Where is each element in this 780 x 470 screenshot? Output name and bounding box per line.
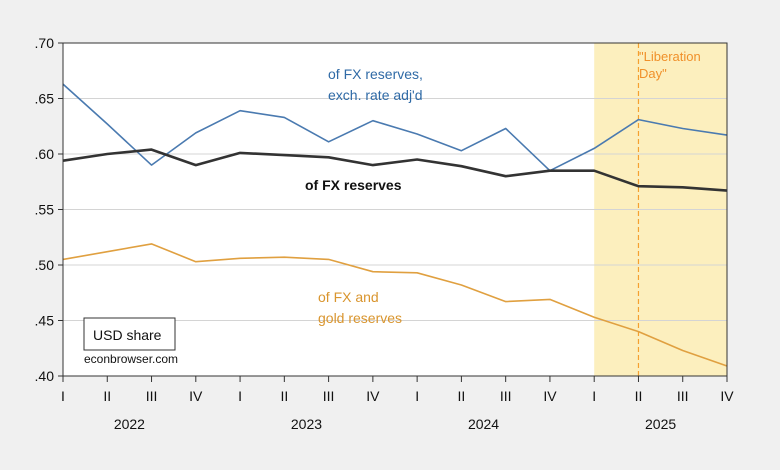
event-label-1: "Liberation	[639, 49, 701, 64]
x-tick-label: III	[500, 388, 512, 404]
y-tick-label: .65	[35, 91, 55, 107]
x-tick-label: I	[592, 388, 596, 404]
legend-text: USD share	[93, 327, 162, 343]
year-label: 2024	[468, 416, 499, 432]
x-tick-label: III	[677, 388, 689, 404]
legend-box	[83, 317, 176, 351]
blue-series-label-1: of FX reserves,	[328, 66, 423, 82]
black-series-label: of FX reserves	[305, 177, 402, 193]
x-tick-label: IV	[720, 388, 734, 404]
x-tick-label: II	[635, 388, 643, 404]
y-tick-label: .70	[35, 35, 55, 51]
y-tick-label: .60	[35, 146, 55, 162]
x-tick-label: III	[146, 388, 158, 404]
x-tick-label: II	[103, 388, 111, 404]
x-tick-label: IV	[543, 388, 557, 404]
orange-series-label-1: of FX and	[318, 289, 379, 305]
series-line-3	[62, 243, 728, 367]
year-label: 2022	[114, 416, 145, 432]
x-tick-label: III	[323, 388, 335, 404]
x-tick-label: II	[280, 388, 288, 404]
x-tick-label: I	[238, 388, 242, 404]
x-tick-label: I	[61, 388, 65, 404]
orange-series-label-2: gold reserves	[318, 310, 402, 326]
series-line-1	[62, 83, 728, 172]
year-label: 2025	[645, 416, 676, 432]
x-tick-label: IV	[366, 388, 380, 404]
y-tick-label: .40	[35, 368, 55, 384]
y-tick-label: .50	[35, 257, 55, 273]
series-lines	[62, 83, 728, 367]
y-tick-label: .55	[35, 202, 55, 218]
y-tick-label: .45	[35, 313, 55, 329]
blue-series-label-2: exch. rate adj'd	[328, 87, 423, 103]
source-text: econbrowser.com	[84, 352, 178, 366]
year-label: 2023	[291, 416, 322, 432]
series-line-2	[62, 148, 728, 192]
x-axis: I II III IV I II III IV I II III IV I II III IV	[61, 376, 734, 404]
year-labels: 2022 2023 2024 2025	[114, 416, 677, 432]
x-tick-label: II	[458, 388, 466, 404]
x-tick-label: I	[415, 388, 419, 404]
y-axis: .40 .45 .50 .55 .60 .65 .70	[35, 35, 63, 384]
x-tick-label: IV	[189, 388, 203, 404]
event-label-2: Day"	[639, 66, 667, 81]
